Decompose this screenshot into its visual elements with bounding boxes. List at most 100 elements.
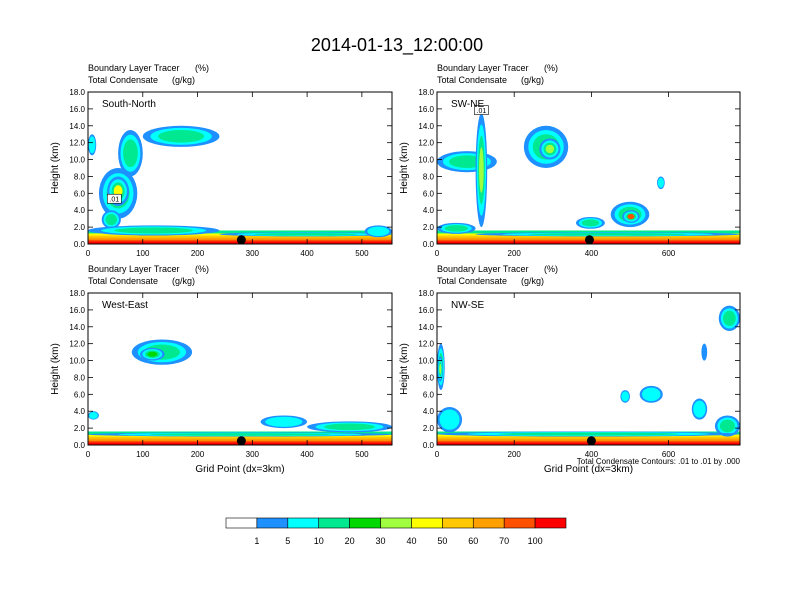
y-tick-label: 10.0: [418, 357, 434, 366]
y-tick-label: 6.0: [423, 189, 435, 198]
colorbar-swatch: [411, 517, 443, 529]
subtitle-condensate: Total Condensate: [437, 276, 507, 286]
subtitle-condensate-unit: (g/kg): [172, 276, 195, 286]
tracer-blob: [439, 409, 460, 430]
y-tick-label: 8.0: [423, 373, 435, 382]
tracer-blob: [158, 130, 205, 143]
x-tick-label: 200: [508, 450, 522, 459]
y-tick-label: 14.0: [418, 122, 434, 131]
x-tick-label: 0: [86, 450, 91, 459]
contour-label: .01: [477, 108, 487, 115]
colorbar-swatch: [349, 517, 381, 529]
x-axis-label: Grid Point (dx=3km): [544, 464, 633, 475]
tracer-blob: [641, 387, 661, 402]
y-tick-label: 14.0: [69, 323, 85, 332]
y-tick-label: 2.0: [423, 223, 435, 232]
y-tick-label: 2.0: [423, 424, 435, 433]
x-tick-label: 300: [246, 249, 260, 258]
tracer-blob: [265, 416, 303, 427]
colorbar-label: 20: [345, 536, 355, 546]
colorbar-label: 100: [528, 536, 543, 546]
figure-title: 2014-01-13_12:00:00: [311, 35, 483, 56]
y-tick-label: 12.0: [418, 139, 434, 148]
y-tick-label: 16.0: [69, 105, 85, 114]
contour-label: .01: [109, 197, 119, 204]
panels: .01 0.0 2.0 4.0 6.0 8.0 10.0 12.0 14.0 16.0 18.0 0 1…: [50, 63, 741, 475]
subtitle-tracer: Boundary Layer Tracer: [437, 63, 529, 73]
y-tick-label: 0.0: [74, 441, 86, 450]
location-marker: [236, 436, 246, 446]
tracer-blob: [701, 343, 708, 361]
colorbar-swatch: [472, 517, 505, 529]
tracer-blob: [324, 423, 376, 431]
tracer-blob: [253, 233, 358, 236]
colorbar: 1 5 10 20 30 40 50 60 70 100: [225, 517, 567, 546]
colorbar-label: 30: [376, 536, 386, 546]
y-axis-label: Height (km): [50, 343, 61, 395]
y-tick-label: 4.0: [74, 407, 86, 416]
location-marker: [236, 235, 246, 245]
x-tick-label: 200: [508, 249, 522, 258]
colorbar-swatch: [225, 517, 258, 529]
colorbar-label: 10: [314, 536, 324, 546]
tracer-blob: [88, 136, 96, 154]
tracer-core: [545, 144, 555, 154]
panel-title: SW-NE: [451, 99, 484, 110]
panel-title: West-East: [102, 300, 148, 311]
tracer-core: [479, 147, 484, 193]
subtitle-tracer: Boundary Layer Tracer: [88, 264, 180, 274]
y-tick-label: 6.0: [74, 189, 86, 198]
y-tick-label: 16.0: [418, 105, 434, 114]
x-tick-label: 400: [585, 450, 599, 459]
subtitle-condensate: Total Condensate: [88, 276, 158, 286]
subtitle-tracer: Boundary Layer Tracer: [88, 63, 180, 73]
subtitle-condensate-unit: (g/kg): [172, 75, 195, 85]
x-tick-label: 600: [662, 450, 676, 459]
colorbar-label: 5: [285, 536, 290, 546]
y-tick-label: 8.0: [74, 373, 86, 382]
y-tick-label: 16.0: [418, 306, 434, 315]
tracer-blob: [528, 233, 688, 236]
plot-frame: [436, 292, 741, 446]
subtitle-tracer: Boundary Layer Tracer: [437, 264, 529, 274]
y-tick-label: 14.0: [69, 122, 85, 131]
x-tick-label: 0: [435, 249, 440, 258]
colorbar-swatch: [534, 517, 567, 529]
panel-title: NW-SE: [451, 300, 484, 311]
tracer-core: [147, 351, 158, 357]
y-tick-label: 18.0: [418, 88, 434, 97]
x-tick-label: 100: [136, 450, 150, 459]
y-tick-label: 10.0: [69, 156, 85, 165]
tracer-core: [439, 363, 442, 375]
y-tick-label: 0.0: [74, 240, 86, 249]
colorbar-swatch: [287, 517, 320, 529]
x-tick-label: 100: [136, 249, 150, 258]
chart-panel-4: 0.0 2.0 4.0 6.0 8.0 10.0 12.0 14.0 16.0 18.0 0 200 4…: [399, 264, 741, 475]
colorbar-label: 1: [254, 536, 259, 546]
tracer-blob: [148, 433, 332, 436]
x-tick-label: 200: [191, 249, 205, 258]
y-tick-label: 2.0: [74, 223, 86, 232]
colorbar-swatch: [503, 517, 536, 529]
tracer-blob: [367, 226, 390, 237]
chart-panel-3: 0.0 2.0 4.0 6.0 8.0 10.0 12.0 14.0 16.0 18.0 0 100 2…: [50, 264, 393, 475]
colorbar-label: 60: [468, 536, 478, 546]
contour-label-box: [474, 105, 489, 115]
tracer-blob: [444, 225, 468, 232]
y-tick-label: 18.0: [418, 289, 434, 298]
tracer-blob: [693, 400, 706, 418]
y-tick-label: 12.0: [69, 139, 85, 148]
y-tick-label: 8.0: [74, 172, 86, 181]
y-tick-label: 2.0: [74, 424, 86, 433]
x-tick-label: 500: [355, 450, 369, 459]
x-tick-label: 500: [355, 249, 369, 258]
contour-label-box: [106, 193, 122, 204]
x-tick-label: 0: [435, 450, 440, 459]
y-axis-label: Height (km): [399, 142, 410, 194]
y-tick-label: 10.0: [69, 357, 85, 366]
location-marker: [584, 235, 594, 245]
subtitle-tracer-unit: (%): [195, 264, 209, 274]
plot-area: [88, 293, 392, 445]
tracer-blob: [123, 139, 138, 168]
